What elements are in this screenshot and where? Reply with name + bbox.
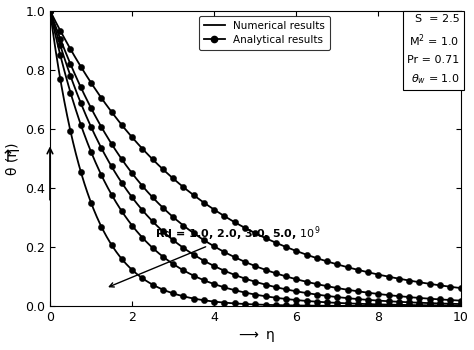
Text: Rd = 1.0, 2.0, 3.0, 5.0, $10^9$: Rd = 1.0, 2.0, 3.0, 5.0, $10^9$ <box>109 224 320 287</box>
X-axis label: $\longrightarrow$ η: $\longrightarrow$ η <box>236 329 275 344</box>
Y-axis label: θ (η): θ (η) <box>6 142 19 175</box>
Text: S  = 2.5
M$^2$ = 1.0
Pr = 0.71
$\theta_w$ = 1.0: S = 2.5 M$^2$ = 1.0 Pr = 0.71 $\theta_w$… <box>408 14 460 86</box>
Text: $\uparrow$: $\uparrow$ <box>0 148 13 167</box>
Legend: Numerical results, Analytical results: Numerical results, Analytical results <box>199 16 330 50</box>
